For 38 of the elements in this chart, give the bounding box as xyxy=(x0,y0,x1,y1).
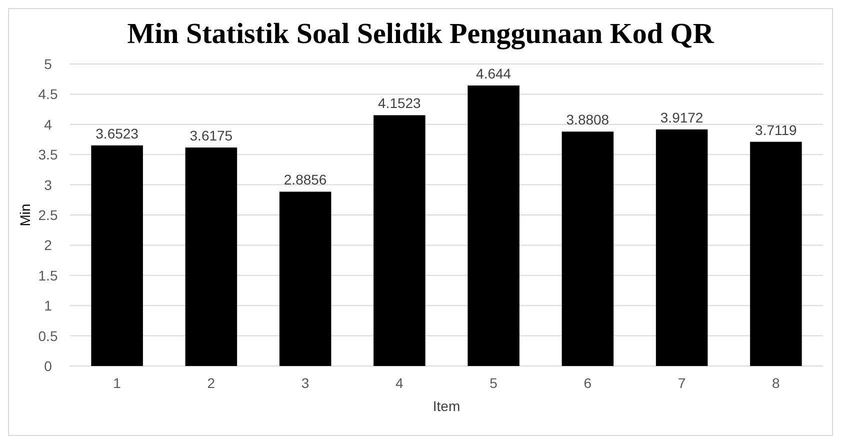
data-label: 3.6523 xyxy=(96,125,139,142)
y-tick-label: 0 xyxy=(44,358,52,374)
bar xyxy=(91,145,143,366)
y-tick-label: 1.5 xyxy=(38,267,58,284)
y-tick-label: 5 xyxy=(44,56,52,72)
x-tick-label: 7 xyxy=(678,375,686,391)
y-axis-title: Min xyxy=(17,204,33,226)
data-label: 4.1523 xyxy=(378,95,422,112)
data-label: 3.8808 xyxy=(566,112,610,128)
data-label: 3.9172 xyxy=(660,109,704,126)
y-tick-label: 2.5 xyxy=(38,207,58,223)
chart-title: Min Statistik Soal Selidik Penggunaan Kod QR xyxy=(127,18,715,50)
y-tick-label: 0.5 xyxy=(38,328,58,344)
bar xyxy=(656,129,708,366)
x-tick-label: 6 xyxy=(584,375,592,391)
x-tick-label: 2 xyxy=(207,375,216,391)
bar xyxy=(562,132,614,366)
x-tick-label: 8 xyxy=(772,375,780,391)
x-tick-label: 4 xyxy=(396,375,404,391)
x-tick-label: 5 xyxy=(490,375,498,391)
bar xyxy=(374,115,426,366)
y-tick-label: 3 xyxy=(44,176,52,193)
y-tick-label: 4 xyxy=(44,116,52,132)
bar xyxy=(468,86,520,366)
data-label: 3.7119 xyxy=(755,122,798,138)
y-tick-label: 2 xyxy=(44,237,52,254)
x-axis-title: Item xyxy=(432,398,460,414)
data-label: 3.6175 xyxy=(190,128,233,144)
bar xyxy=(750,142,802,366)
bar xyxy=(185,148,238,366)
x-tick-label: 1 xyxy=(113,375,122,391)
y-tick-label: 3.5 xyxy=(38,146,58,163)
x-tick-label: 3 xyxy=(301,375,310,391)
y-tick-label: 4.5 xyxy=(38,86,58,102)
y-tick-label: 1 xyxy=(44,298,52,314)
data-label: 2.8856 xyxy=(284,172,327,188)
bar xyxy=(279,192,332,366)
data-label: 4.644 xyxy=(476,66,512,82)
